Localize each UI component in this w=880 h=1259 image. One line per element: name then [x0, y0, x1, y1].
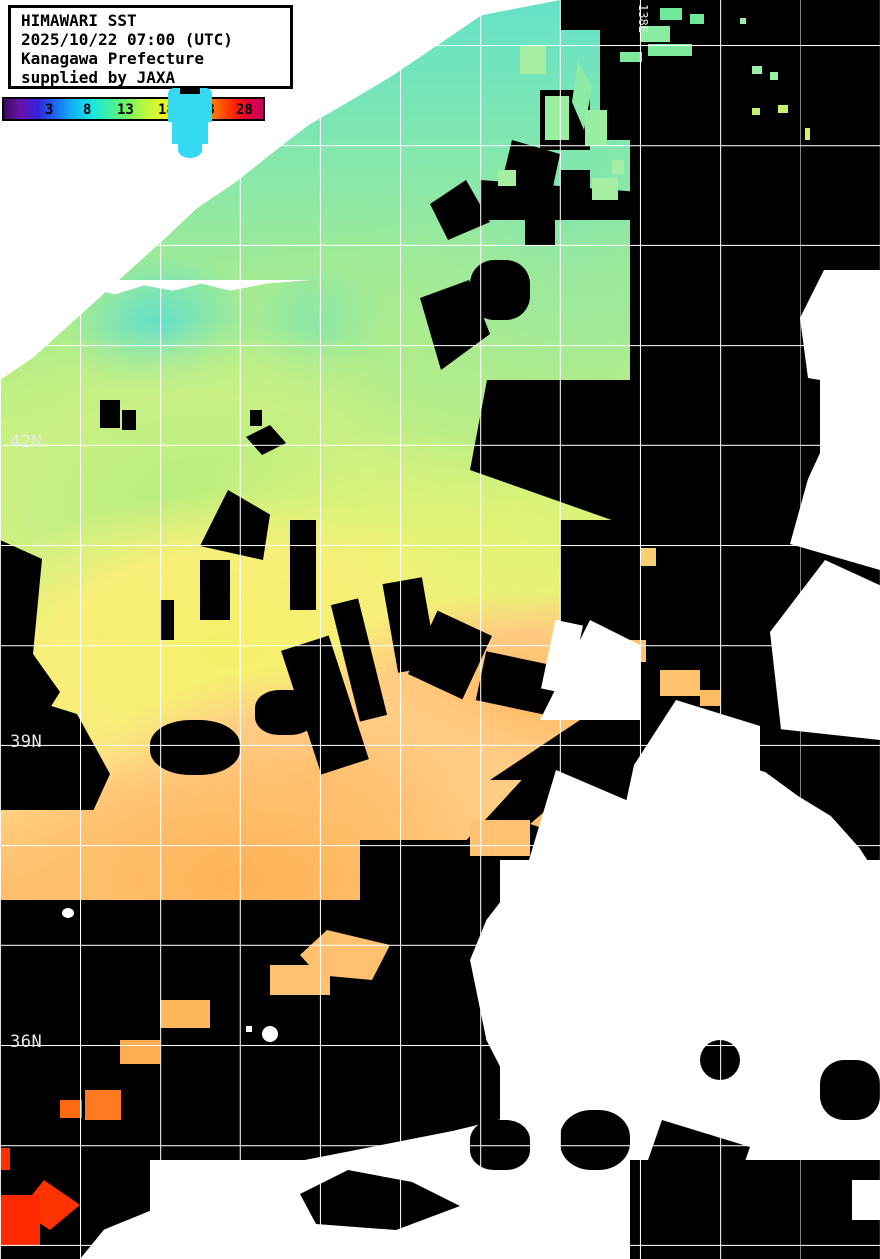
lat-label-42n: 42N: [10, 432, 43, 452]
colorbar-tick-8: 8: [83, 102, 92, 118]
lat-label-36n: 36N: [10, 1032, 43, 1052]
colorbar-tick-13: 13: [117, 102, 134, 118]
sst-colorbar: 3 8 13 18 23 28: [2, 97, 265, 121]
product-title: HIMAWARI SST: [21, 11, 137, 30]
product-attribution: supplied by JAXA: [21, 68, 176, 87]
colorbar-tick-23: 23: [198, 102, 215, 118]
colorbar-tick-28: 28: [236, 102, 253, 118]
lat-label-39n: 39N: [10, 732, 43, 752]
product-datetime: 2025/10/22 07:00 (UTC): [21, 30, 233, 49]
product-legend-box: HIMAWARI SST 2025/10/22 07:00 (UTC) Kana…: [8, 5, 293, 89]
product-region: Kanagawa Prefecture: [21, 49, 205, 68]
lon-label-138e: 138E: [636, 4, 650, 33]
colorbar-tick-18: 18: [158, 102, 175, 118]
colorbar-tick-3: 3: [45, 102, 54, 118]
